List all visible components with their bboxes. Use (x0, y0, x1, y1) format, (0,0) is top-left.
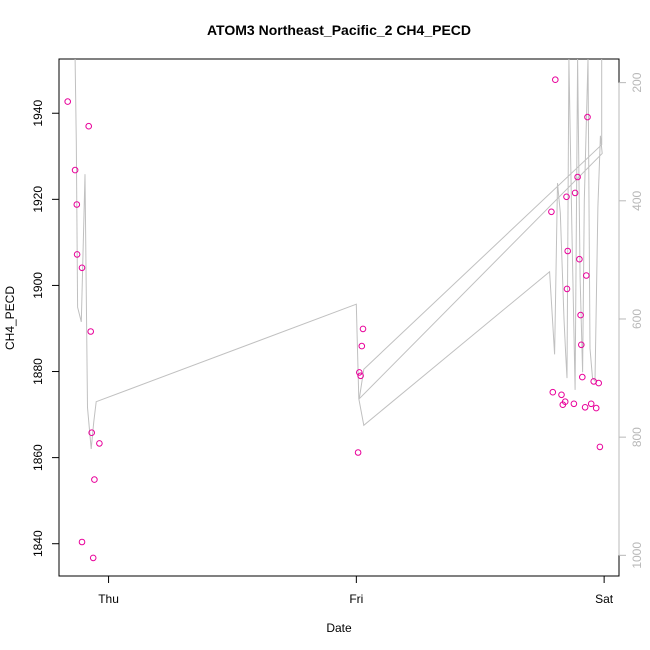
data-point (78, 538, 86, 546)
x-tick-label: Thu (98, 592, 119, 606)
data-point (71, 166, 79, 174)
data-point (87, 328, 94, 335)
data-point (354, 449, 362, 456)
data-point (357, 372, 364, 380)
data-point (73, 251, 81, 258)
chart-title: ATOM3 Northeast_Pacific_2 CH4_PECD (207, 22, 471, 38)
plot-frame (58, 58, 620, 577)
data-point (359, 325, 367, 333)
data-point (576, 255, 583, 263)
x-axis: Thu Fri Sat (98, 575, 614, 606)
series-line-layer (74, 58, 603, 450)
data-point (596, 443, 604, 451)
data-point (96, 440, 103, 447)
data-point (89, 554, 97, 562)
x-tick-label: Sat (595, 592, 614, 606)
data-point (578, 341, 585, 349)
series-line (74, 58, 603, 450)
x-axis-label: Date (326, 621, 352, 635)
data-point (73, 201, 81, 208)
data-point (579, 373, 586, 381)
data-point (356, 369, 363, 376)
y-tick-label: 1940 (31, 100, 45, 127)
data-point (577, 311, 584, 319)
y2-tick-label: 600 (630, 309, 644, 329)
y2-tick-label: 800 (630, 427, 644, 447)
y2-tick-label: 1000 (630, 542, 644, 569)
y2-axis: 200 400 600 800 1000 (618, 72, 644, 569)
data-point (358, 342, 366, 350)
data-point (564, 247, 572, 255)
y2-tick-label: 200 (630, 72, 644, 92)
data-point (561, 398, 569, 406)
data-point (595, 379, 603, 387)
data-point (571, 189, 579, 197)
y-tick-label: 1900 (31, 272, 45, 299)
data-point (570, 400, 578, 408)
y-axis-label: CH4_PECD (3, 286, 17, 350)
y-tick-label: 1860 (31, 444, 45, 471)
y-axis: 1840 1860 1880 1900 1920 1940 (31, 100, 60, 557)
series-points-layer (64, 76, 604, 562)
data-point (581, 404, 589, 411)
data-point (88, 429, 95, 437)
data-point (592, 404, 600, 412)
y-tick-label: 1880 (31, 358, 45, 385)
data-point (583, 272, 590, 279)
y-tick-label: 1920 (31, 186, 45, 213)
x-tick-label: Fri (349, 592, 363, 606)
y2-tick-label: 400 (630, 190, 644, 210)
data-point (558, 391, 565, 399)
data-point (552, 76, 559, 83)
data-point (548, 208, 555, 216)
data-point (587, 400, 595, 408)
data-point (549, 388, 557, 396)
data-point (584, 113, 591, 121)
data-point (563, 193, 570, 201)
data-point (563, 285, 571, 293)
data-point (78, 264, 86, 272)
data-point (85, 122, 92, 130)
data-point (574, 173, 581, 181)
data-point (64, 98, 71, 105)
y-tick-label: 1840 (31, 530, 45, 557)
data-point (91, 476, 98, 483)
